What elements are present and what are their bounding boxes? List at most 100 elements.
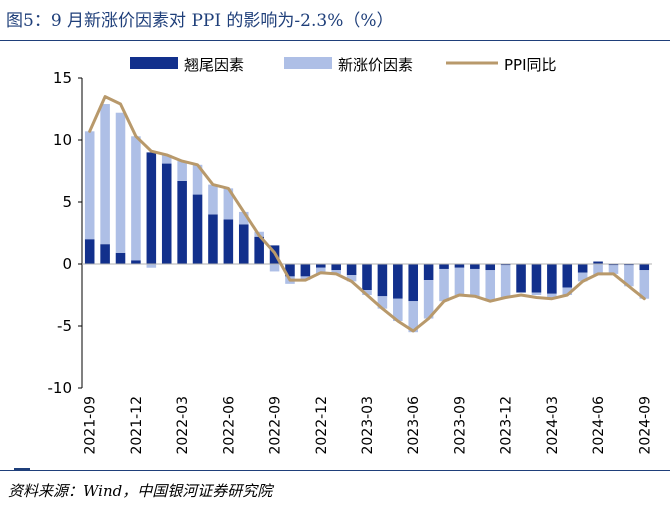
bar-new-price (269, 264, 280, 272)
legend-new-price-label: 新涨价因素 (338, 56, 413, 74)
bar-new-price (547, 293, 557, 299)
bar-new-price (316, 267, 326, 274)
bar-new-price (577, 272, 588, 282)
x-tick-label: 2021-12 (129, 396, 145, 455)
bar-carryover (500, 264, 511, 266)
bar-new-price (608, 265, 619, 274)
figure-title: 图5：9 月新涨价因素对 PPI 的影响为-2.3%（%） (6, 11, 394, 31)
bar-new-price (593, 264, 603, 276)
bar-new-price (531, 292, 542, 295)
legend-carryover-swatch (130, 57, 178, 69)
bar-carryover (285, 264, 295, 277)
bar-new-price (115, 112, 126, 253)
bar-carryover (238, 224, 249, 264)
bar-carryover (562, 264, 573, 288)
bar-carryover (208, 214, 218, 264)
bottom-divider (0, 470, 670, 471)
y-tick-label: 5 (62, 193, 72, 211)
y-tick-label: -5 (57, 317, 72, 335)
bar-carryover (146, 152, 157, 264)
x-tick-label: 2023-12 (499, 396, 515, 455)
bar-new-price (84, 131, 95, 240)
bar-new-price (439, 268, 449, 302)
bar-carryover (377, 264, 388, 297)
bar-new-price (423, 280, 434, 319)
bottom-divider-accent (14, 468, 30, 470)
x-tick-label: 2024-03 (545, 396, 561, 455)
x-tick-label: 2022-06 (221, 396, 237, 455)
bar-carryover (593, 261, 603, 264)
y-tick-label: -10 (48, 379, 73, 397)
x-tick-label: 2022-12 (314, 396, 330, 455)
bar-new-price (470, 268, 480, 297)
bar-new-price (562, 287, 573, 295)
bar-new-price (300, 276, 311, 281)
bar-carryover (362, 264, 372, 291)
y-tick-label: 0 (62, 255, 72, 273)
bar-new-price (408, 301, 418, 333)
bar-new-price (331, 270, 341, 274)
ppi-factor-chart: -10 -5 0 5 10 15 2021-09 2021-12 2022-03 2022-06 2… (48, 56, 654, 455)
bar-carryover (115, 252, 126, 264)
bar-carryover (177, 180, 187, 264)
bar-new-price (223, 188, 234, 220)
bar-new-price (377, 296, 388, 309)
ppi-yoy-line (88, 95, 646, 333)
bar-carryover (300, 264, 311, 277)
x-tick-label: 2022-09 (268, 396, 284, 455)
bar-carryover (84, 239, 95, 264)
title-divider (0, 40, 670, 41)
x-tick-label: 2021-09 (83, 396, 99, 455)
bar-carryover (316, 264, 326, 268)
source-note: 资料来源：Wind，中国银河证券研究院 (8, 482, 273, 500)
bar-new-price (192, 164, 203, 195)
x-tick-label: 2024-09 (637, 396, 653, 455)
bar-new-price (393, 298, 403, 322)
bar-new-price (346, 275, 357, 282)
bar-carryover (100, 244, 110, 264)
x-tick-label: 2023-09 (452, 396, 468, 455)
bar-new-price (485, 270, 496, 302)
bar-new-price (500, 265, 511, 298)
legend-ppi-label: PPI同比 (504, 56, 557, 74)
legend-new-price-swatch (284, 57, 332, 69)
legend-carryover-label: 翘尾因素 (184, 56, 244, 74)
bar-carryover (331, 264, 341, 271)
bar-new-price (208, 184, 218, 215)
bar-carryover (470, 264, 480, 269)
bar-carryover (423, 264, 434, 281)
bar-new-price (131, 136, 141, 261)
bar-carryover (131, 260, 141, 264)
bar-carryover (161, 163, 172, 264)
bar-carryover (408, 264, 418, 302)
y-tick-label: 10 (53, 131, 72, 149)
x-tick-label: 2023-06 (406, 396, 422, 455)
bar-new-price (454, 267, 465, 295)
bar-carryover (439, 264, 449, 269)
bar-carryover (577, 264, 588, 273)
bar-carryover (393, 264, 403, 299)
bar-new-price (624, 265, 634, 287)
bar-new-price (362, 290, 372, 295)
bar-carryover (639, 264, 650, 271)
bar-new-price (100, 104, 110, 245)
x-tick-label: 2023-03 (360, 396, 376, 455)
x-tick-label: 2022-03 (175, 396, 191, 455)
bar-carryover (254, 236, 264, 264)
bar-carryover (547, 264, 557, 294)
bar-carryover (624, 264, 634, 266)
chart-legend: 翘尾因素 新涨价因素 PPI同比 (130, 56, 557, 74)
bar-carryover (223, 219, 234, 264)
bar-new-price (639, 270, 650, 299)
bar-carryover (531, 264, 542, 293)
bar-new-price (146, 264, 157, 268)
bar-carryover (516, 264, 526, 293)
bar-carryover (485, 264, 496, 271)
y-tick-label: 15 (53, 69, 72, 87)
bar-new-price (238, 211, 249, 225)
bar-new-price (161, 154, 172, 164)
bar-carryover (192, 194, 203, 264)
bar-carryover (454, 264, 465, 268)
bar-new-price (177, 161, 187, 181)
x-tick-label: 2024-06 (591, 396, 607, 455)
